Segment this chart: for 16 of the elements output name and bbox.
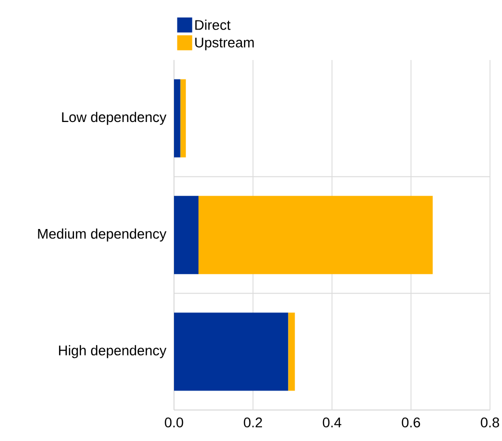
x-tick-label: 0.0 xyxy=(164,418,184,428)
bar xyxy=(198,196,433,274)
x-tick-label: 0.6 xyxy=(402,418,420,428)
legend-label: Direct xyxy=(195,20,230,30)
x-tick-label: 0.2 xyxy=(244,418,262,428)
y-tick-label: Low dependency xyxy=(62,112,166,125)
y-tick-label: High dependency xyxy=(59,345,166,358)
bar xyxy=(174,79,180,158)
bar xyxy=(288,312,295,391)
x-tick-label: 0.8 xyxy=(480,418,500,428)
y-tick-label: Medium dependency xyxy=(38,228,166,242)
bar xyxy=(180,79,186,158)
bar xyxy=(174,312,288,391)
x-tick-label: 0.4 xyxy=(322,418,342,428)
legend-label: Upstream xyxy=(195,38,254,50)
bar xyxy=(174,196,198,274)
